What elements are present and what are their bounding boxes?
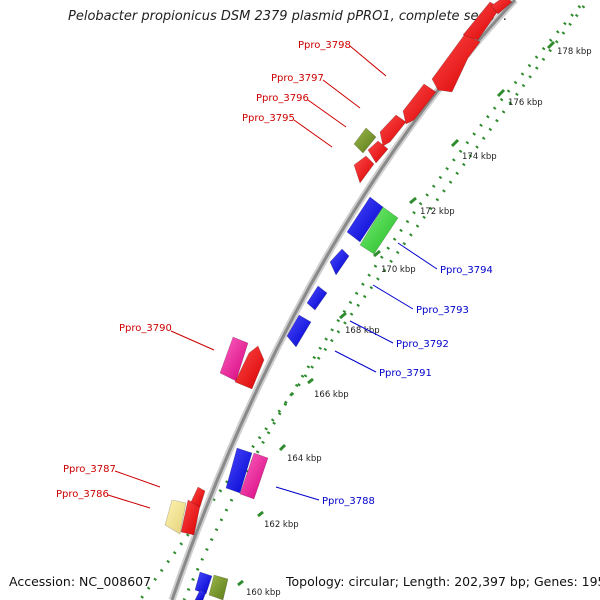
gene-leader-line: [334, 350, 377, 373]
gene-block: [306, 285, 328, 311]
summary-text: Topology: circular; Length: 202,397 bp; …: [286, 574, 600, 589]
tick-mark: [546, 40, 556, 50]
gene-block: [359, 206, 399, 255]
gene-leader-line: [114, 470, 161, 488]
tick-mark: [450, 138, 460, 148]
tick-label: 162 kbp: [264, 520, 299, 530]
gene-label: Ppro_3791: [379, 368, 432, 379]
gene-leader-line: [397, 242, 438, 270]
gene-label: Ppro_3793: [416, 305, 469, 316]
tick-label: 172 kbp: [420, 207, 455, 217]
gene-block: [234, 345, 265, 390]
gene-label: Ppro_3794: [440, 265, 493, 276]
gene-leader-line: [293, 119, 333, 148]
gene-leader-line: [275, 486, 320, 501]
gene-block: [329, 248, 350, 276]
gene-label: Ppro_3798: [298, 40, 351, 51]
gene-block: [286, 314, 312, 348]
gene-block: [353, 155, 375, 184]
tick-mark: [307, 377, 314, 385]
tick-label: 170 kbp: [381, 265, 416, 275]
gene-block: [239, 452, 269, 500]
tick-label: 164 kbp: [287, 454, 322, 464]
map-title: Pelobacter propionicus DSM 2379 plasmid …: [68, 9, 508, 24]
gene-label: Ppro_3797: [271, 73, 324, 84]
backbone-ring: [170, 0, 517, 600]
tick-label: 168 kbp: [345, 326, 380, 336]
tick-mark: [409, 196, 417, 205]
tick-mark: [496, 88, 506, 98]
gene-leader-line: [170, 330, 215, 351]
gene-block: [194, 571, 213, 595]
tick-mark: [339, 311, 347, 320]
gene-leader-line: [107, 494, 151, 509]
gene-block: [190, 486, 206, 508]
tick-label: 176 kbp: [508, 98, 543, 108]
gene-leader-line: [349, 45, 387, 77]
gene-label: Ppro_3796: [256, 93, 309, 104]
gene-label: Ppro_3786: [56, 489, 109, 500]
gene-label: Ppro_3787: [63, 464, 116, 475]
tick-label: 160 kbp: [246, 588, 281, 598]
tick-mark: [278, 443, 287, 452]
tick-label: 178 kbp: [557, 47, 592, 57]
gene-block: [353, 127, 377, 154]
gene-leader-line: [322, 79, 361, 109]
gene-block: [219, 336, 249, 382]
tick-mark: [373, 249, 381, 258]
gene-block: [367, 140, 389, 164]
tick-mark: [237, 579, 244, 587]
gene-block: [225, 447, 253, 494]
gene-label: Ppro_3792: [396, 339, 449, 350]
gene-block: [208, 574, 229, 600]
inner-dotted-guide: [182, 5, 582, 600]
tick-label: 166 kbp: [314, 390, 349, 400]
tick-label: 174 kbp: [462, 152, 497, 162]
gene-block: [194, 589, 207, 600]
gene-block: [379, 114, 407, 147]
gene-label: Ppro_3795: [242, 113, 295, 124]
backbone-shadow: [168, 0, 518, 600]
accession-text: Accession: NC_008607: [9, 574, 152, 589]
gene-leader-line: [372, 284, 414, 310]
gene-block: [490, 0, 513, 15]
gene-leader-line: [307, 99, 347, 128]
gene-block: [164, 499, 187, 535]
gene-block: [431, 33, 481, 93]
gene-label: Ppro_3790: [119, 323, 172, 334]
gene-label: Ppro_3788: [322, 496, 375, 507]
tick-mark: [257, 510, 264, 518]
gene-leader-line: [349, 320, 394, 344]
